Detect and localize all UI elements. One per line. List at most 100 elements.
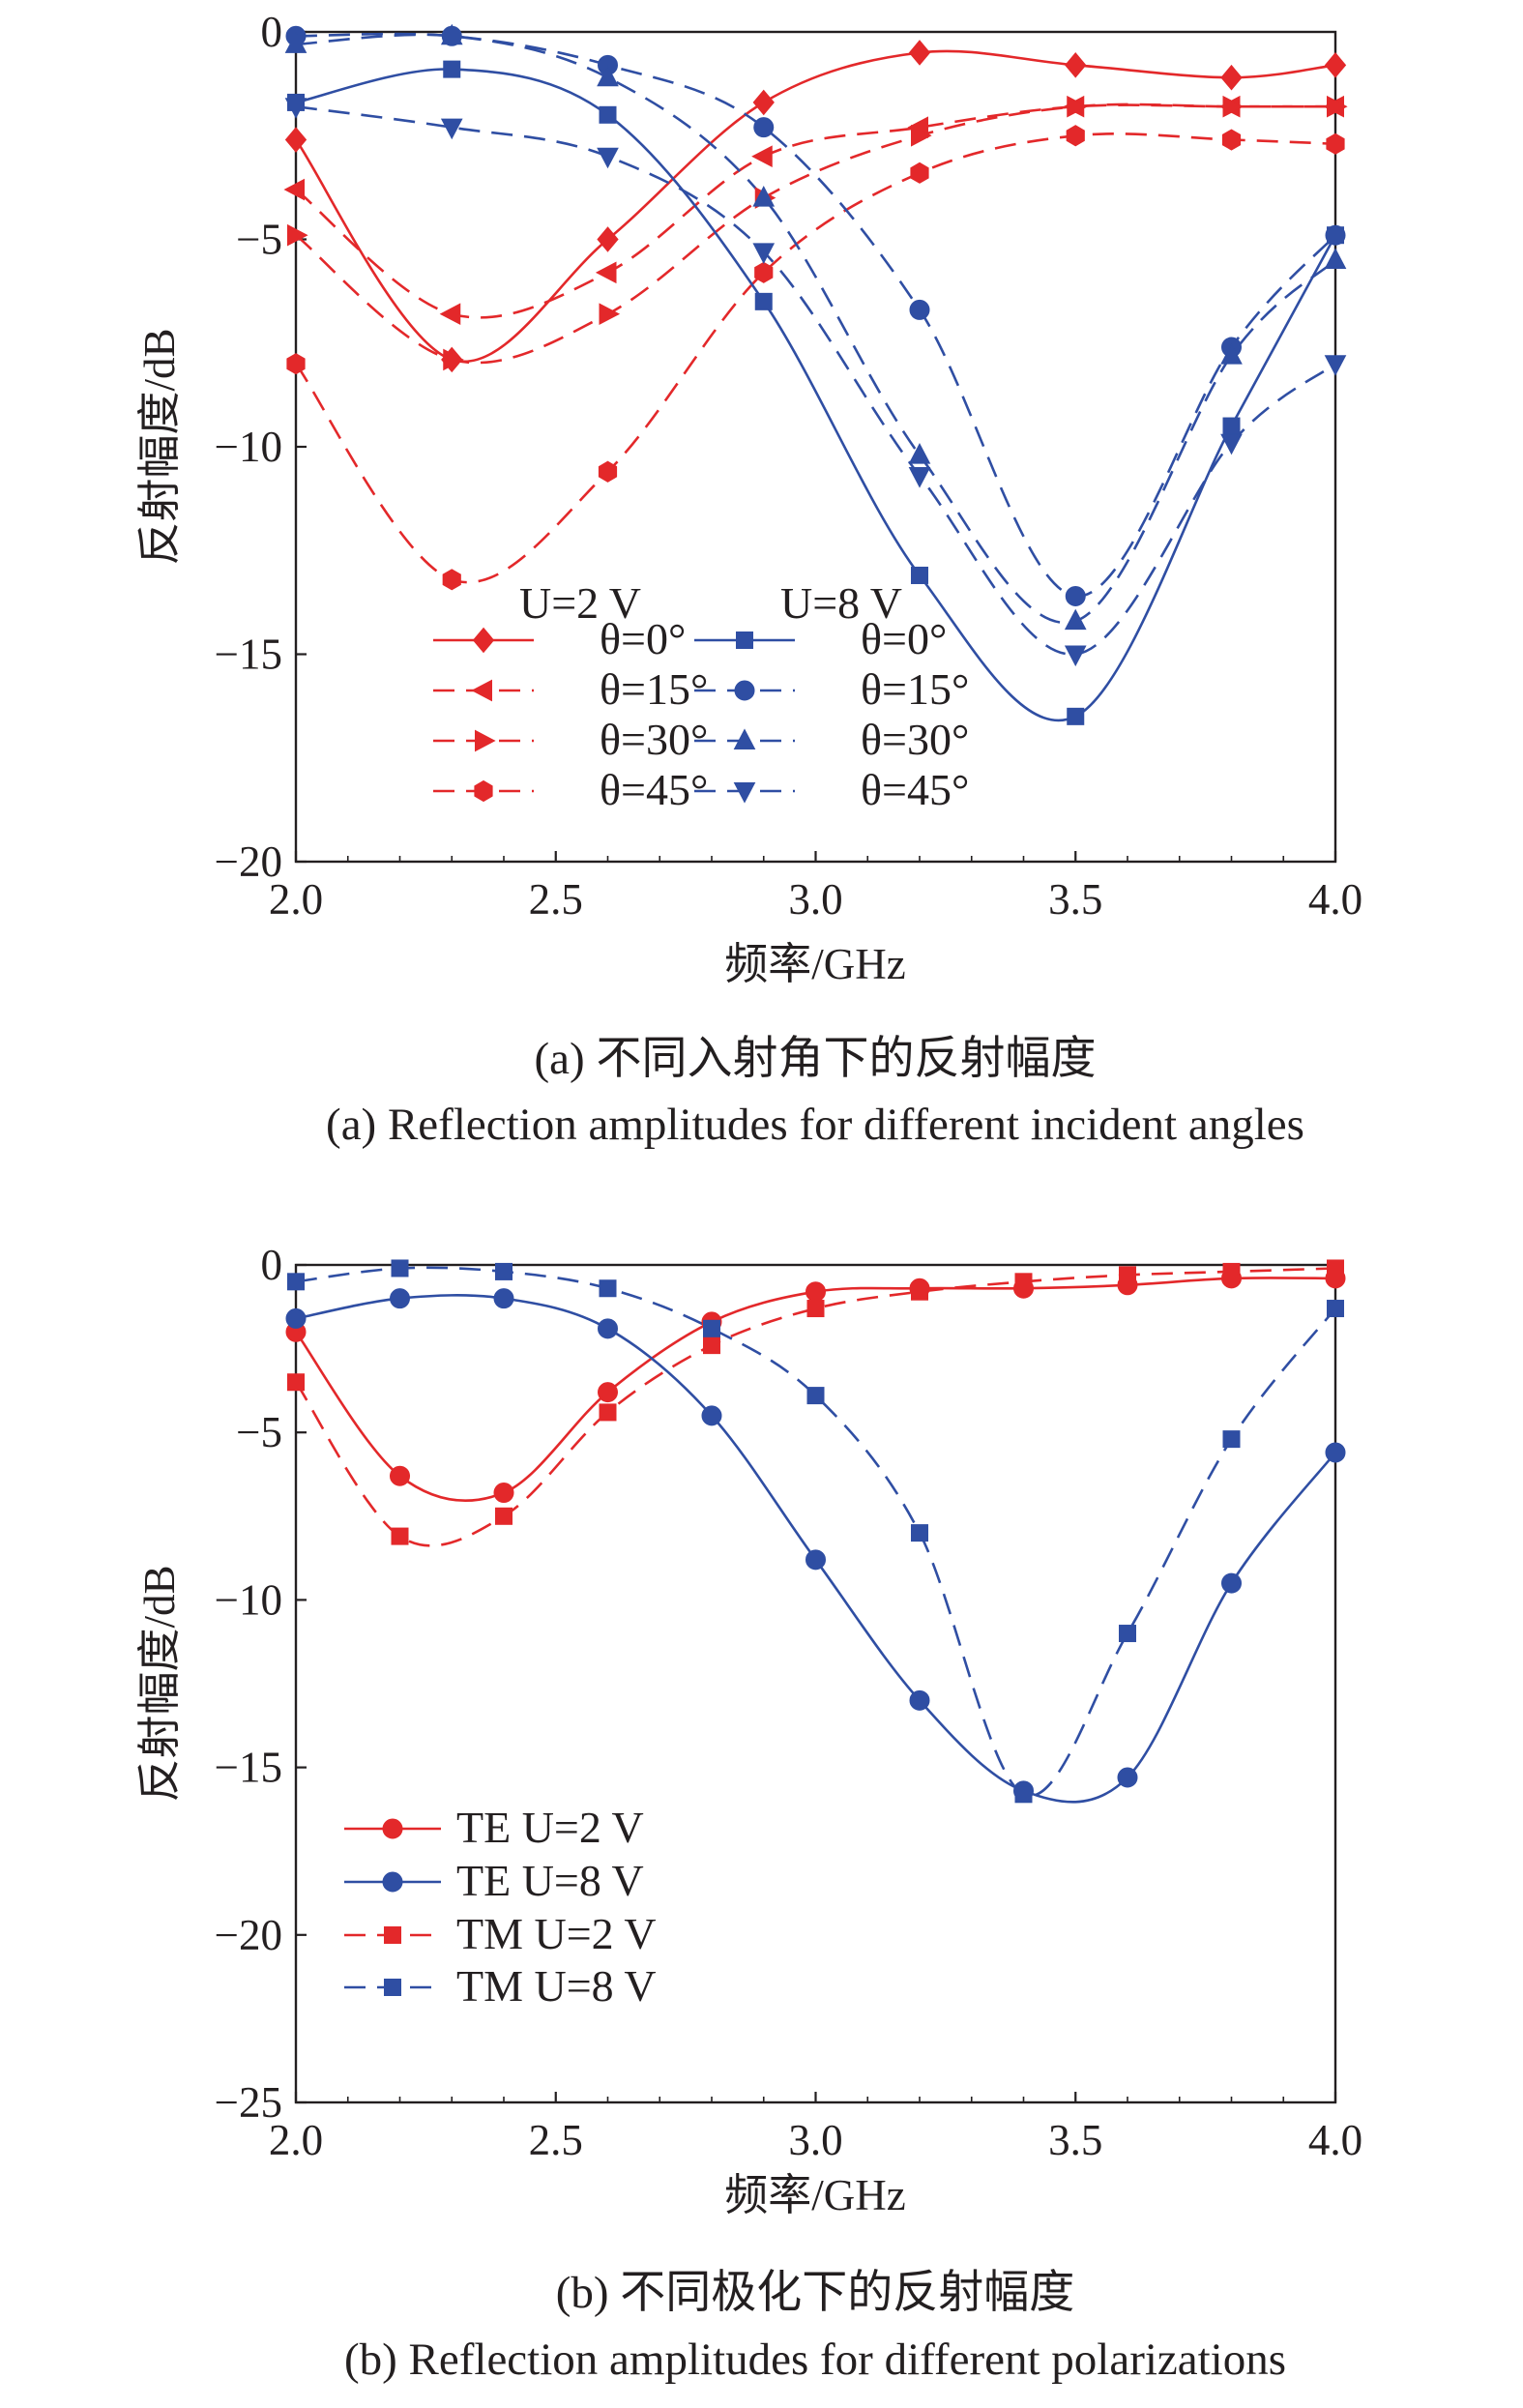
data-point bbox=[284, 98, 308, 119]
y-tick-label: −25 bbox=[215, 2078, 282, 2127]
data-point bbox=[1014, 1273, 1033, 1291]
data-point bbox=[703, 1319, 720, 1337]
legend-marker bbox=[733, 728, 756, 749]
legend-label: θ=0° bbox=[600, 614, 686, 663]
data-point bbox=[287, 1273, 305, 1291]
data-point bbox=[908, 467, 931, 488]
legend-marker bbox=[733, 782, 756, 804]
legend-label: θ=15° bbox=[861, 664, 969, 714]
legend-marker bbox=[475, 729, 496, 752]
legend-label: θ=45° bbox=[600, 765, 708, 814]
data-point bbox=[805, 1549, 826, 1571]
data-point bbox=[1327, 95, 1348, 118]
legend-a: U=2 V U=8 Vθ=0°θ=15°θ=30°θ=45°θ=0°θ=15°θ=… bbox=[433, 578, 969, 814]
series-line bbox=[294, 1267, 1336, 1547]
data-point bbox=[1065, 52, 1087, 78]
data-point bbox=[751, 145, 773, 168]
legend-label: θ=30° bbox=[861, 715, 969, 764]
data-point bbox=[390, 1288, 410, 1309]
legend-marker bbox=[382, 1871, 403, 1893]
data-point bbox=[1324, 248, 1347, 269]
data-point bbox=[1064, 645, 1087, 667]
data-point bbox=[909, 1689, 930, 1711]
data-point bbox=[495, 1262, 513, 1280]
data-point bbox=[287, 1373, 305, 1392]
series-line bbox=[295, 104, 1336, 656]
panel-b: 2.0 2.5 3.0 3.5 4.0 0 −5 −10 −15 −20 −25 频率/GHz 反射… bbox=[135, 1241, 1362, 2385]
data-point bbox=[703, 1336, 720, 1355]
data-point bbox=[1222, 95, 1245, 118]
y-tick-label: −5 bbox=[236, 216, 282, 264]
legend-label: θ=15° bbox=[600, 664, 708, 714]
data-point bbox=[287, 223, 308, 247]
data-point bbox=[285, 1307, 307, 1329]
y-tick-label: 0 bbox=[261, 8, 283, 56]
data-point bbox=[1067, 707, 1085, 725]
x-tick-label: 4.0 bbox=[1308, 875, 1362, 924]
data-point bbox=[1325, 224, 1346, 246]
x-tick-label: 3.5 bbox=[1048, 875, 1102, 924]
y-tick-label: −10 bbox=[215, 1575, 282, 1624]
legend-b: TE U=2 VTE U=8 VTM U=2 VTM U=8 V bbox=[344, 1803, 657, 2011]
data-point bbox=[599, 105, 617, 124]
curves-a bbox=[294, 32, 1337, 722]
data-point bbox=[1117, 1767, 1138, 1788]
data-point bbox=[909, 299, 930, 320]
data-point bbox=[597, 147, 619, 169]
data-point bbox=[284, 32, 308, 53]
data-point bbox=[911, 1524, 928, 1542]
x-tick-label: 2.5 bbox=[529, 875, 583, 924]
data-point bbox=[391, 1259, 409, 1277]
series-line bbox=[295, 68, 1337, 722]
data-point bbox=[752, 186, 776, 207]
data-point bbox=[908, 40, 931, 66]
series-line bbox=[295, 1294, 1337, 1804]
curves-b bbox=[294, 1266, 1337, 1804]
data-point bbox=[1067, 95, 1088, 118]
legend-marker bbox=[472, 627, 495, 654]
data-point bbox=[495, 1507, 513, 1525]
markers-b bbox=[285, 1259, 1346, 1804]
data-point bbox=[439, 303, 461, 326]
data-point bbox=[440, 23, 463, 45]
data-point bbox=[1222, 417, 1241, 435]
data-point bbox=[597, 226, 619, 252]
data-point bbox=[910, 162, 929, 184]
x-tick-label: 4.0 bbox=[1308, 2116, 1362, 2164]
data-point bbox=[1221, 1572, 1242, 1594]
legend-label: TE U=2 V bbox=[456, 1803, 644, 1852]
y-axis-label-a: 反射幅度/dB bbox=[135, 328, 184, 565]
data-point bbox=[911, 124, 932, 147]
caption-en-b: (b) Reflection amplitudes for different … bbox=[344, 2335, 1286, 2385]
x-axis-label-b: 频率/GHz bbox=[724, 2171, 905, 2219]
data-point bbox=[599, 303, 621, 326]
data-point bbox=[806, 1300, 825, 1318]
panel-a: 2.0 2.5 3.0 3.5 4.0 0 −5 −10 −15 −20 频率/GHz 反射幅度/… bbox=[135, 8, 1362, 1150]
legend-marker bbox=[736, 631, 753, 649]
data-point bbox=[493, 1483, 514, 1504]
data-point bbox=[1014, 1785, 1033, 1804]
x-tick-label: 2.0 bbox=[269, 875, 323, 924]
data-point bbox=[908, 443, 931, 464]
data-point bbox=[753, 117, 775, 138]
y-tick-label: −20 bbox=[215, 837, 282, 886]
data-point bbox=[440, 118, 463, 140]
data-point bbox=[1325, 1442, 1346, 1463]
data-point bbox=[391, 1527, 409, 1545]
x-tick-label: 2.0 bbox=[269, 2116, 323, 2164]
plot-frame-a bbox=[294, 30, 1337, 864]
caption-cn-a: (a) 不同入射角下的反射幅度 bbox=[535, 1034, 1097, 1084]
ticks-a: 2.0 2.5 3.0 3.5 4.0 0 −5 −10 −15 −20 bbox=[215, 8, 1363, 924]
series-line bbox=[295, 103, 1335, 365]
y-axis-label-b: 反射幅度/dB bbox=[135, 1565, 184, 1802]
data-point bbox=[284, 127, 308, 153]
legend-marker bbox=[474, 779, 493, 803]
data-point bbox=[390, 1465, 410, 1486]
data-point bbox=[1222, 1262, 1241, 1280]
x-tick-label: 3.0 bbox=[788, 875, 842, 924]
data-point bbox=[1220, 343, 1243, 365]
y-tick-label: 0 bbox=[261, 1241, 283, 1289]
y-tick-label: −15 bbox=[215, 631, 282, 679]
data-point bbox=[1220, 64, 1243, 91]
